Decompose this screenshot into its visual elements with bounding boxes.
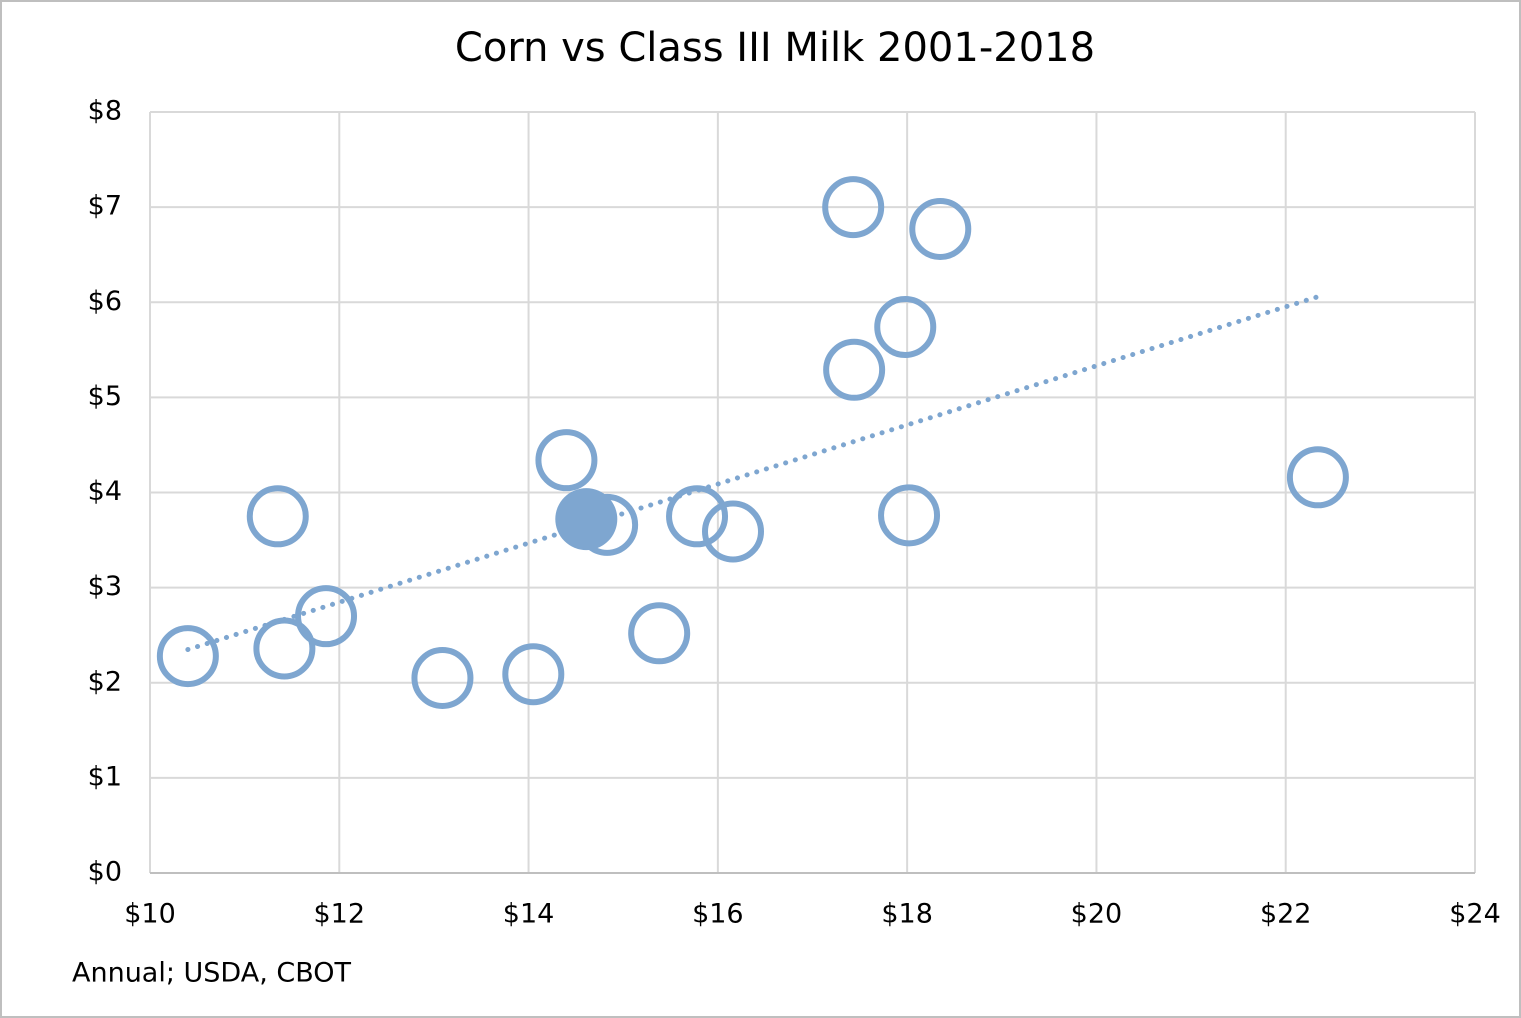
scatter-point — [555, 488, 618, 551]
scatter-point — [411, 646, 474, 709]
scatter-point — [156, 625, 219, 688]
scatter-point — [822, 176, 885, 239]
scatter-point — [502, 643, 565, 706]
scatter-point — [535, 429, 598, 492]
source-note: Annual; USDA, CBOT — [72, 958, 352, 989]
x-tick-label: $10 — [124, 899, 176, 930]
y-tick-label: $7 — [88, 191, 122, 222]
x-tick-label: $12 — [314, 899, 366, 930]
scatter-point — [702, 500, 764, 563]
scatter-point — [246, 485, 309, 548]
scatter-point — [253, 617, 316, 680]
x-tick-label: $14 — [503, 899, 555, 930]
y-tick-label: $6 — [88, 286, 122, 317]
chart-title: Corn vs Class III Milk 2001-2018 — [455, 25, 1095, 71]
x-tick-label: $18 — [881, 899, 933, 930]
scatter-point — [823, 338, 886, 401]
y-tick-label: $2 — [88, 666, 122, 697]
x-tick-label: $16 — [692, 899, 744, 930]
scatter-point — [878, 484, 941, 547]
scatter-point — [874, 295, 937, 358]
x-tick-label: $20 — [1071, 899, 1123, 930]
scatter-point — [295, 585, 358, 648]
y-tick-label: $1 — [88, 761, 122, 792]
x-tick-label: $24 — [1449, 899, 1501, 930]
y-tick-label: $3 — [88, 571, 122, 602]
y-tick-label: $5 — [88, 381, 122, 412]
y-tick-label: $8 — [88, 96, 122, 127]
scatter-point — [1286, 446, 1349, 509]
scatter-point — [628, 602, 691, 665]
y-tick-label: $4 — [88, 476, 122, 507]
y-tick-label: $0 — [88, 857, 122, 888]
x-tick-label: $22 — [1260, 899, 1312, 930]
scatter-point — [909, 198, 972, 261]
scatter-point — [666, 485, 729, 548]
